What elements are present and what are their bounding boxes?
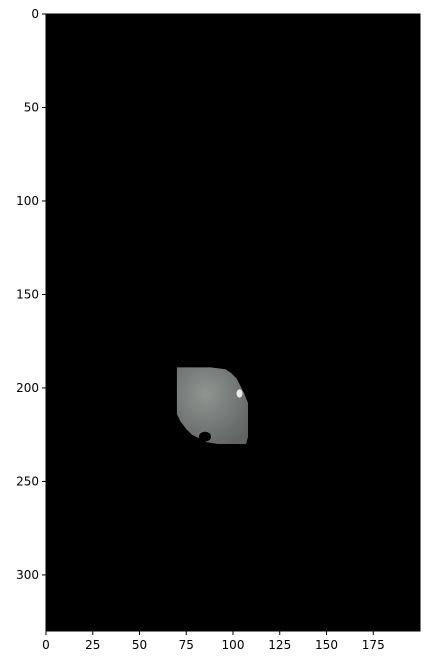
y-axis: 0 50 100 150 200 250 300	[16, 7, 46, 582]
region-hole	[199, 431, 211, 442]
x-tick-label: 175	[362, 638, 385, 652]
grayscale-region	[176, 367, 248, 444]
x-tick-label: 100	[222, 638, 245, 652]
x-tick-label: 25	[85, 638, 100, 652]
x-tick-label: 125	[268, 638, 291, 652]
x-tick-label: 150	[315, 638, 338, 652]
x-tick-label: 75	[179, 638, 194, 652]
y-tick-label: 50	[24, 100, 39, 114]
y-tick-label: 200	[16, 381, 39, 395]
y-tick-label: 150	[16, 287, 39, 301]
y-tick-label: 100	[16, 194, 39, 208]
y-tick-label: 0	[31, 7, 39, 21]
x-axis: 0 25 50 75 100 125 150 175	[42, 631, 385, 652]
x-tick-label: 50	[132, 638, 147, 652]
highlight-spot	[236, 389, 243, 398]
plot-area	[46, 14, 420, 631]
y-tick-label: 300	[16, 568, 39, 582]
y-tick-label: 250	[16, 474, 39, 488]
x-tick-label: 0	[42, 638, 50, 652]
